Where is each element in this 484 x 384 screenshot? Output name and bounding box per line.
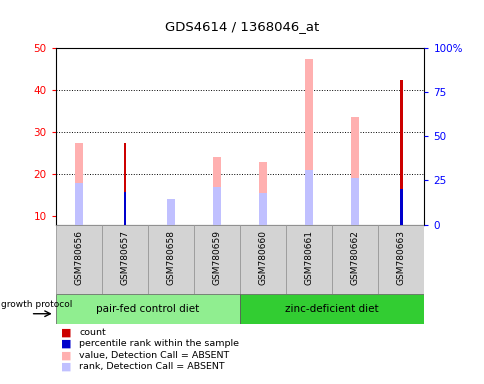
Text: pair-fed control diet: pair-fed control diet xyxy=(96,304,199,314)
Bar xyxy=(240,225,286,294)
Bar xyxy=(240,294,424,324)
Bar xyxy=(258,162,267,225)
Bar xyxy=(56,225,102,294)
Text: GSM780660: GSM780660 xyxy=(258,230,267,285)
Text: GSM780657: GSM780657 xyxy=(120,230,129,285)
Bar xyxy=(166,206,175,225)
Text: GSM780659: GSM780659 xyxy=(212,230,221,285)
Bar xyxy=(286,225,332,294)
Bar xyxy=(212,157,221,225)
Bar xyxy=(378,225,424,294)
Text: growth protocol: growth protocol xyxy=(1,300,72,309)
Bar xyxy=(332,225,378,294)
Text: count: count xyxy=(79,328,106,337)
Text: GSM780662: GSM780662 xyxy=(350,230,359,285)
Bar xyxy=(148,225,194,294)
Bar xyxy=(258,193,267,225)
Bar xyxy=(304,58,313,225)
Bar xyxy=(75,182,83,225)
Bar xyxy=(399,189,402,225)
Text: GDS4614 / 1368046_at: GDS4614 / 1368046_at xyxy=(165,20,319,33)
Text: zinc-deficient diet: zinc-deficient diet xyxy=(285,304,378,314)
Text: ■: ■ xyxy=(60,327,71,337)
Text: GSM780663: GSM780663 xyxy=(396,230,405,285)
Text: GSM780661: GSM780661 xyxy=(304,230,313,285)
Bar xyxy=(212,187,221,225)
Text: ■: ■ xyxy=(60,362,71,372)
Bar xyxy=(123,142,126,225)
Text: value, Detection Call = ABSENT: value, Detection Call = ABSENT xyxy=(79,351,229,360)
Bar xyxy=(56,294,240,324)
Bar xyxy=(350,118,359,225)
Text: ■: ■ xyxy=(60,350,71,360)
Bar xyxy=(399,79,402,225)
Bar xyxy=(194,225,240,294)
Text: rank, Detection Call = ABSENT: rank, Detection Call = ABSENT xyxy=(79,362,224,371)
Bar xyxy=(304,170,313,225)
Bar xyxy=(75,142,83,225)
Bar xyxy=(350,179,359,225)
Bar xyxy=(166,199,175,225)
Text: ■: ■ xyxy=(60,339,71,349)
Text: GSM780658: GSM780658 xyxy=(166,230,175,285)
Text: percentile rank within the sample: percentile rank within the sample xyxy=(79,339,239,348)
Bar xyxy=(123,192,126,225)
Text: GSM780656: GSM780656 xyxy=(74,230,83,285)
Bar xyxy=(102,225,148,294)
